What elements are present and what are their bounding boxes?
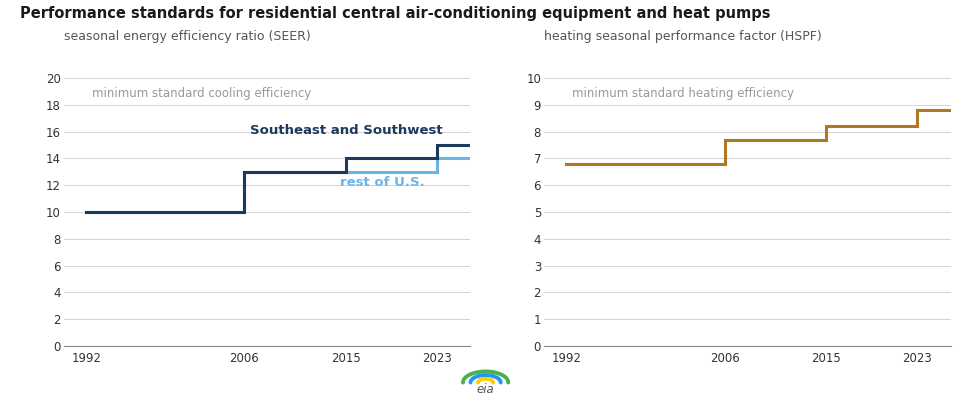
Text: Southeast and Southwest: Southeast and Southwest <box>250 124 443 137</box>
Text: seasonal energy efficiency ratio (SEER): seasonal energy efficiency ratio (SEER) <box>64 30 311 43</box>
Text: rest of U.S.: rest of U.S. <box>340 176 425 189</box>
Text: Performance standards for residential central air-conditioning equipment and hea: Performance standards for residential ce… <box>20 6 770 21</box>
Text: minimum standard cooling efficiency: minimum standard cooling efficiency <box>92 87 312 100</box>
Text: minimum standard heating efficiency: minimum standard heating efficiency <box>572 87 794 100</box>
Text: heating seasonal performance factor (HSPF): heating seasonal performance factor (HSP… <box>544 30 821 43</box>
Text: eia: eia <box>476 383 495 396</box>
